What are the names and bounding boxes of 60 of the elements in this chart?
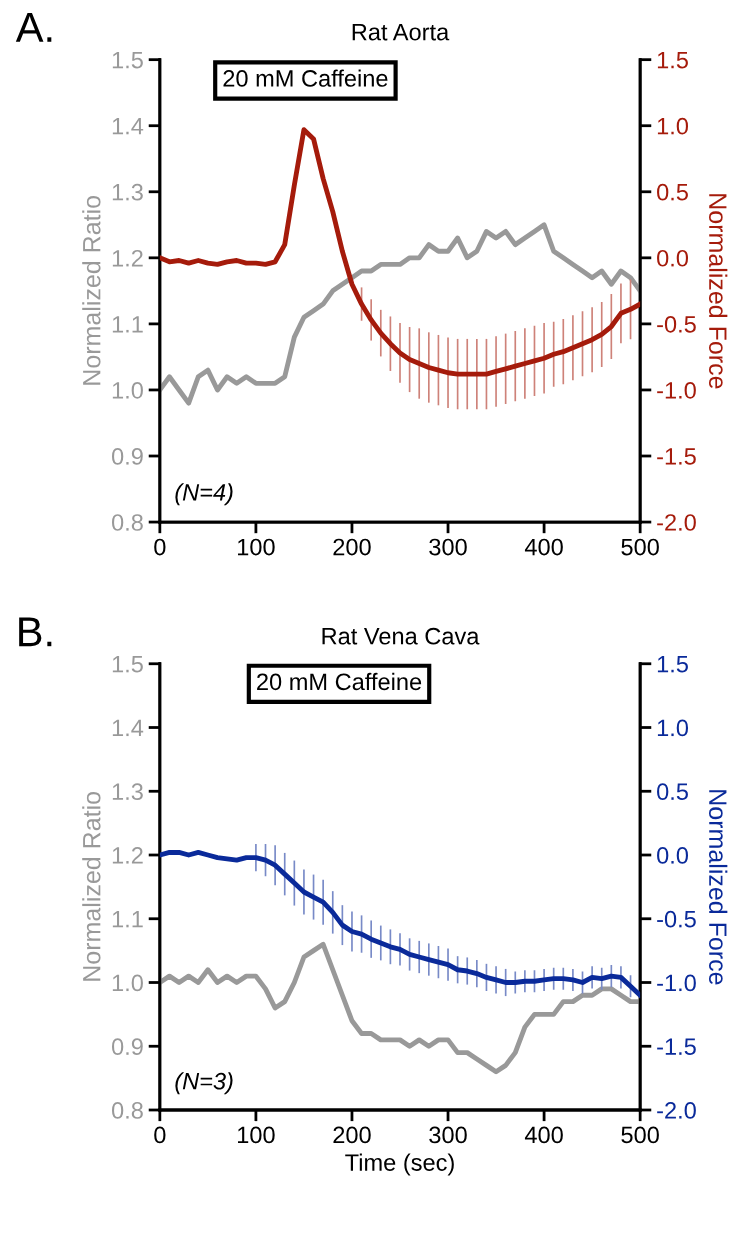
x-axis-title: Time (sec) [345, 1153, 454, 1176]
x-tick-label: 300 [429, 538, 467, 556]
y-tick-label: 0.8 [111, 1102, 143, 1119]
y2-axis-title: Normalized Force [708, 194, 728, 389]
x-tick-label: 400 [524, 538, 563, 556]
y-tick-label: 1.5 [112, 51, 143, 69]
annotation: 20 mM Caffeine [257, 672, 422, 691]
y2-tick-label: -0.5 [657, 315, 696, 333]
y2-tick-label: 1.5 [657, 656, 688, 673]
y-tick-label: 0.9 [111, 448, 143, 465]
y-tick-label: 1.5 [112, 656, 143, 673]
y2-tick-label: 0.5 [657, 183, 688, 201]
y2-tick-label: -1.5 [657, 1038, 696, 1056]
y-tick-label: 1.0 [112, 382, 143, 399]
y-tick-label: 1.2 [112, 847, 143, 864]
x-tick-label: 300 [429, 1126, 467, 1144]
y2-tick-label: 1.0 [657, 117, 689, 135]
annotation: 20 mM Caffeine [223, 69, 388, 87]
y-tick-label: 1.1 [112, 911, 143, 928]
y2-tick-label: -0.5 [657, 910, 696, 928]
chart-title: Rat Vena Cava [322, 627, 480, 645]
x-tick-label: 0 [154, 538, 166, 556]
y-tick-label: 1.0 [112, 974, 143, 992]
y-tick-label: 1.4 [112, 719, 144, 737]
y-tick-label: 1.1 [112, 316, 143, 333]
x-tick-label: 0 [154, 1126, 166, 1144]
x-tick-label: 400 [524, 1126, 563, 1144]
x-tick-label: 200 [333, 1126, 371, 1144]
text: A. [15, 13, 52, 42]
y-axis-title: Normalized Ratio [82, 792, 101, 981]
y-tick-label: 1.2 [112, 249, 143, 267]
x-tick-label: 500 [621, 1126, 659, 1144]
y2-axis-title: Normalized Force [708, 790, 728, 985]
y2-tick-label: -1.5 [657, 448, 696, 465]
text: B. [19, 617, 52, 647]
y2-tick-label: 1.5 [657, 51, 688, 69]
line-series [159, 850, 641, 998]
y-tick-label: 1.3 [112, 183, 143, 201]
y-tick-label: 1.4 [112, 118, 144, 135]
annotation: (N=3) [175, 1072, 233, 1095]
y-axis-title: Normalized Ratio [82, 196, 101, 385]
y2-tick-label: 0.0 [657, 847, 689, 864]
y-tick-label: 0.8 [111, 514, 143, 531]
annotation: (N=4) [175, 483, 233, 506]
x-tick-label: 500 [621, 538, 659, 556]
y2-tick-label: 0.5 [657, 783, 688, 801]
y2-tick-label: 0.0 [657, 249, 689, 267]
y2-tick-label: -2.0 [657, 1102, 696, 1119]
x-tick-label: 100 [238, 1126, 275, 1144]
line-series [159, 127, 641, 377]
y2-tick-label: -1.0 [657, 974, 696, 992]
y-tick-label: 1.3 [112, 783, 143, 801]
x-tick-label: 100 [238, 538, 275, 556]
y2-tick-label: -2.0 [657, 514, 696, 531]
chart-title: Rat Aorta [352, 23, 450, 41]
x-tick-label: 200 [333, 538, 371, 556]
line-series [159, 222, 641, 406]
y-tick-label: 0.9 [111, 1038, 143, 1056]
y2-tick-label: 1.0 [657, 719, 689, 737]
y2-tick-label: -1.0 [657, 382, 696, 399]
